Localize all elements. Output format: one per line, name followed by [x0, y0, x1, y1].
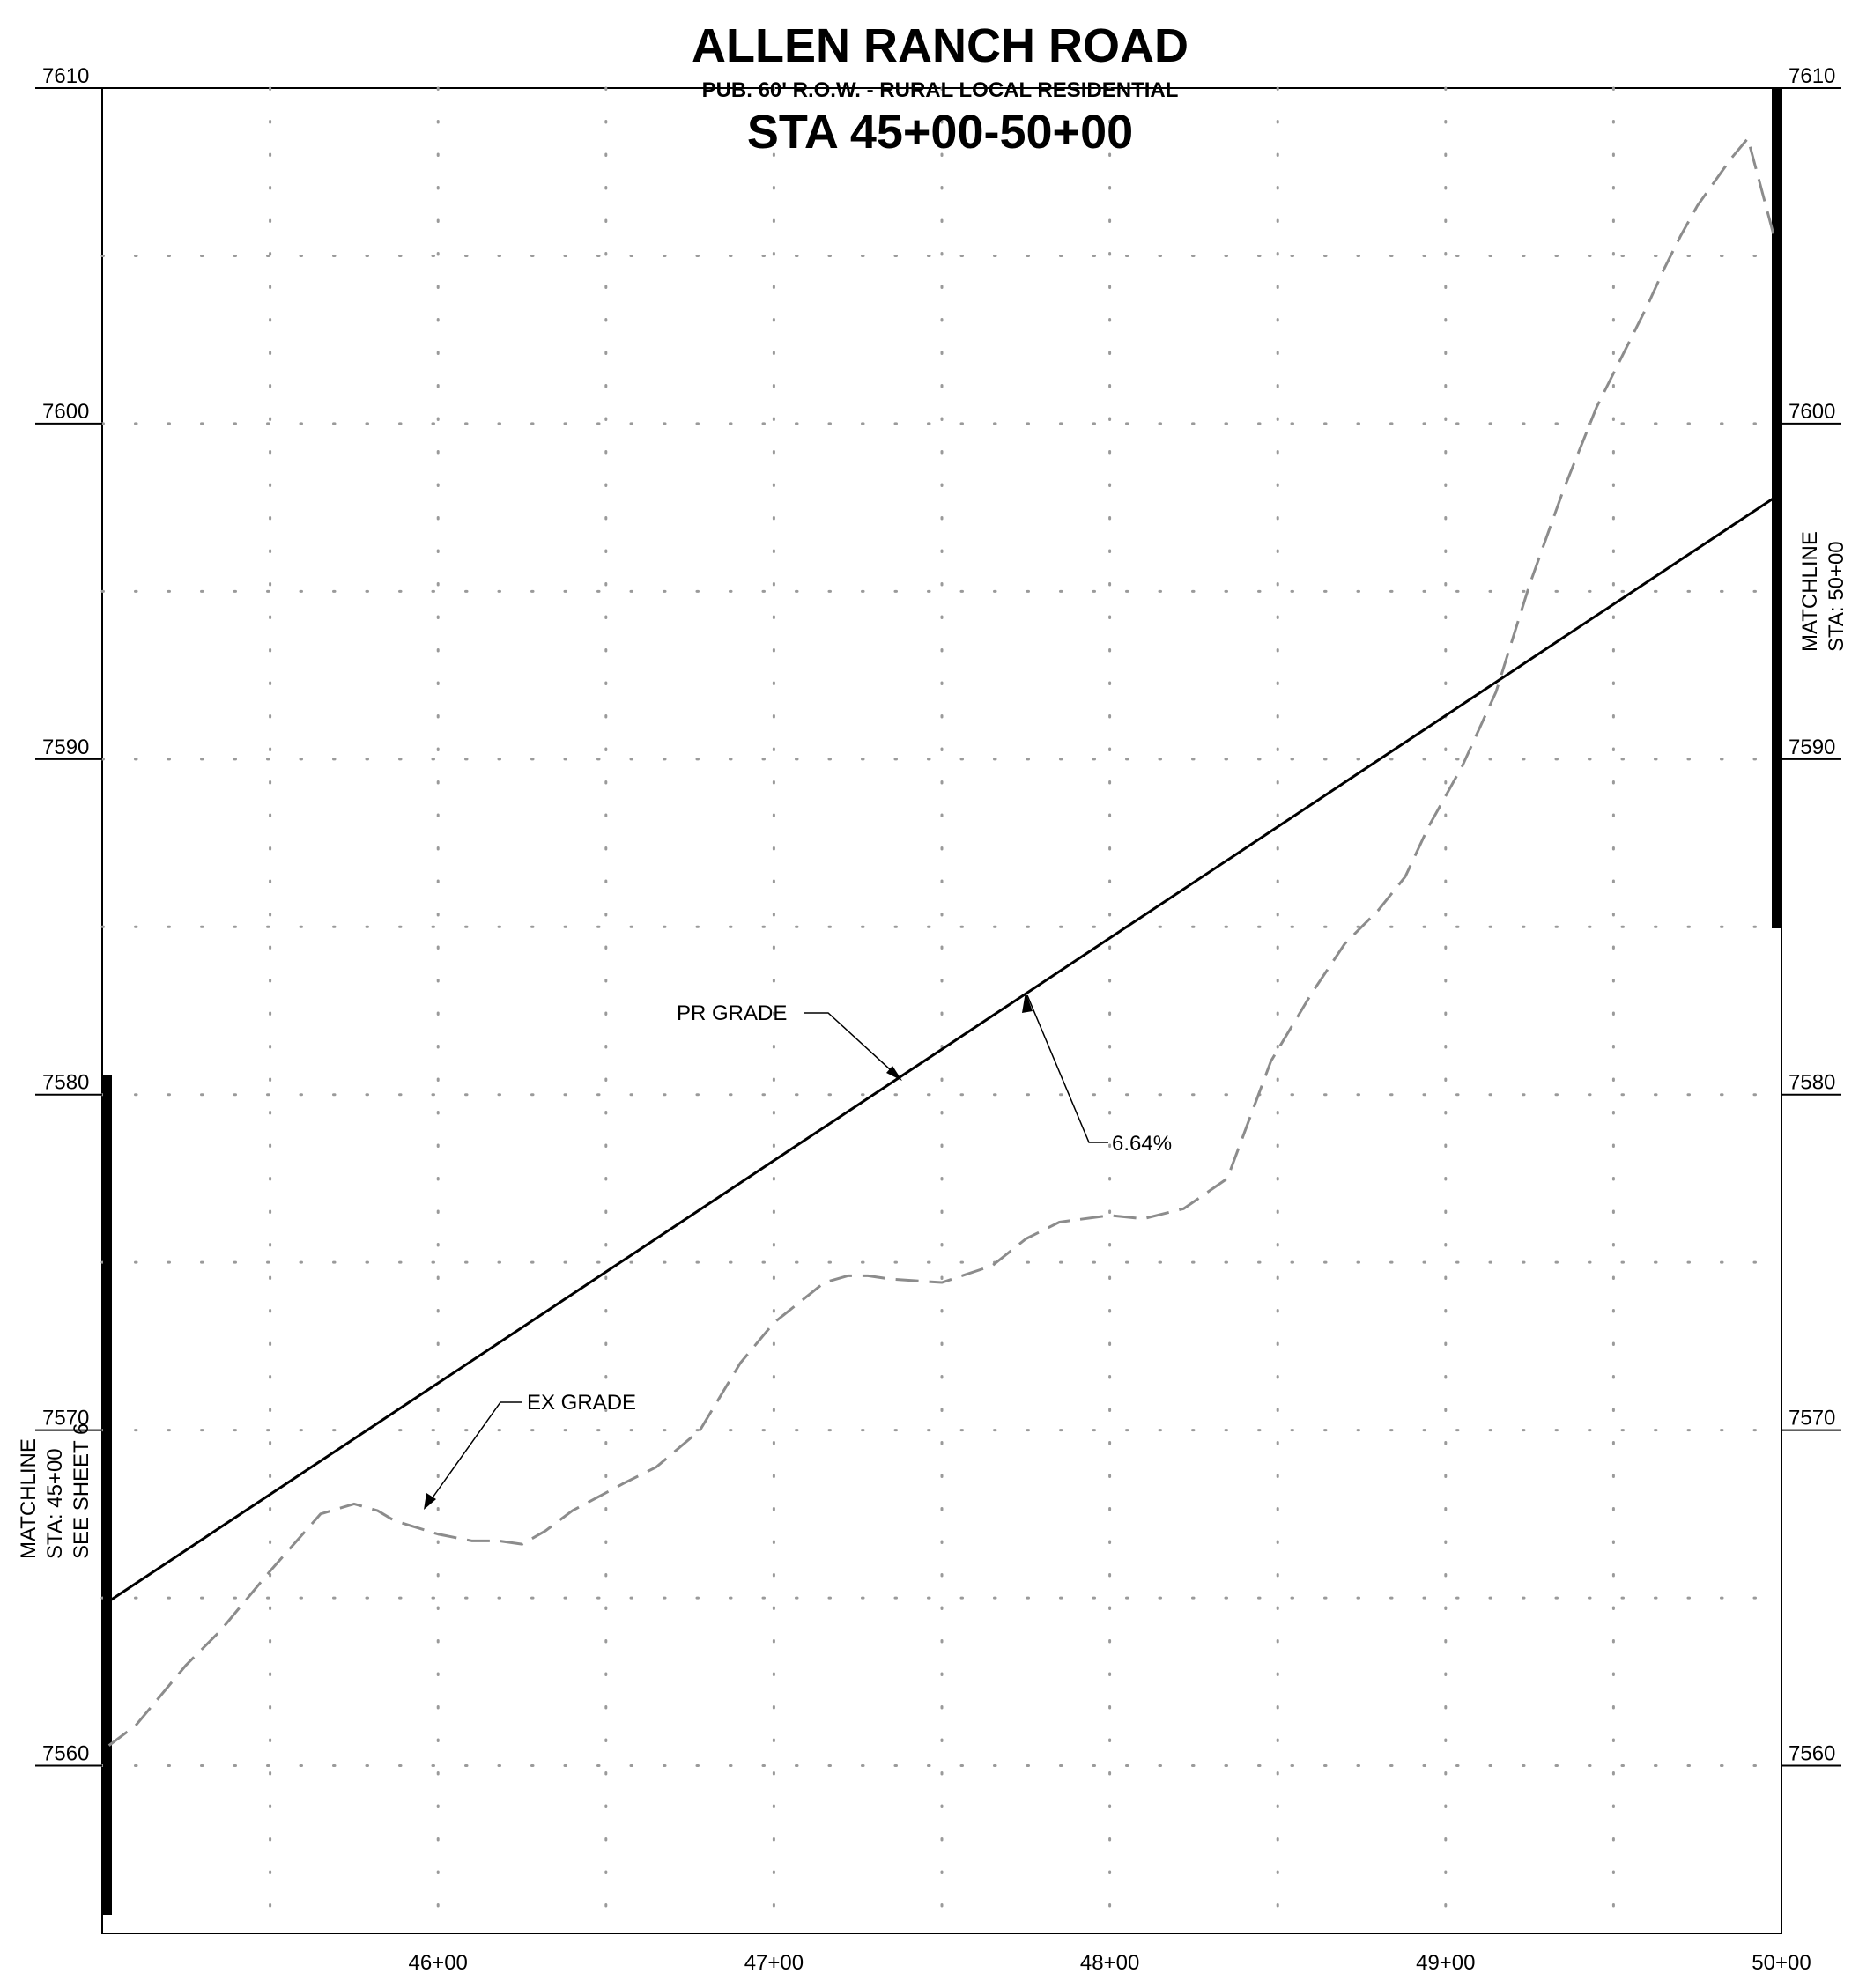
matchline-right-line-1: MATCHLINE	[1798, 531, 1822, 652]
page-title: ALLEN RANCH ROAD	[692, 19, 1189, 72]
pr-grade-arrowhead	[886, 1066, 902, 1081]
y-tick-label-right: 7600	[1789, 400, 1835, 424]
x-tick-label: 48+00	[1080, 1951, 1139, 1975]
slope-arrowhead	[1022, 992, 1033, 1013]
y-tick-label-right: 7590	[1789, 735, 1835, 759]
grid	[100, 86, 1783, 1935]
y-tick-label-left: 7560	[42, 1742, 89, 1766]
x-tick-label: 46+00	[408, 1951, 467, 1975]
matchline-bar-right	[1772, 88, 1781, 928]
x-tick-label: 50+00	[1752, 1951, 1811, 1975]
matchline-bar-left	[103, 1075, 112, 1915]
station-range: STA 45+00-50+00	[747, 106, 1133, 159]
slope-label: 6.64%	[1112, 1132, 1172, 1156]
y-tick-label-left: 7600	[42, 400, 89, 424]
ex-grade-label: EX GRADE	[527, 1391, 636, 1415]
x-tick-label: 49+00	[1416, 1951, 1475, 1975]
x-tick-label: 47+00	[744, 1951, 804, 1975]
page-subtitle: PUB. 60' R.O.W. - RURAL LOCAL RESIDENTIA…	[702, 78, 1179, 102]
ex-grade-line	[107, 137, 1776, 1747]
y-tick-label-right: 7580	[1789, 1071, 1835, 1095]
matchline-left-line-1: MATCHLINE	[17, 1438, 41, 1559]
y-tick-label-left: 7610	[42, 64, 89, 88]
matchline-label-left: MATCHLINE STA: 45+00 SEE SHEET 6	[17, 1423, 93, 1559]
matchline-left-line-2: STA: 45+00	[43, 1448, 67, 1559]
y-tick-label-right: 7610	[1789, 64, 1835, 88]
pr-grade-line	[107, 496, 1776, 1603]
matchline-left-line-3: SEE SHEET 6	[70, 1423, 93, 1559]
matchline-right-line-2: STA: 50+00	[1825, 541, 1848, 652]
y-tick-label-left: 7570	[42, 1407, 89, 1430]
y-tick-label-right: 7570	[1789, 1407, 1835, 1430]
pr-grade-leader	[804, 1012, 901, 1080]
ex-grade-arrowhead	[424, 1493, 436, 1510]
series	[107, 137, 1776, 1747]
matchline-label-right: MATCHLINE STA: 50+00	[1798, 531, 1848, 652]
y-tick-label-left: 7580	[42, 1071, 89, 1095]
ex-grade-leader	[426, 1401, 522, 1507]
y-axis-ticks: 7560 7560 7570 7570 7580 7580 7590 7590 7600 7600…	[35, 64, 1841, 1767]
y-tick-label-right: 7560	[1789, 1742, 1835, 1766]
x-axis-ticks: 46+00 47+00 48+00 49+00 50+00	[408, 1951, 1811, 1975]
slope-leader	[1026, 994, 1108, 1143]
y-tick-label-left: 7590	[42, 735, 89, 759]
pr-grade-label: PR GRADE	[677, 1001, 787, 1025]
plot-frame	[101, 87, 1782, 1934]
